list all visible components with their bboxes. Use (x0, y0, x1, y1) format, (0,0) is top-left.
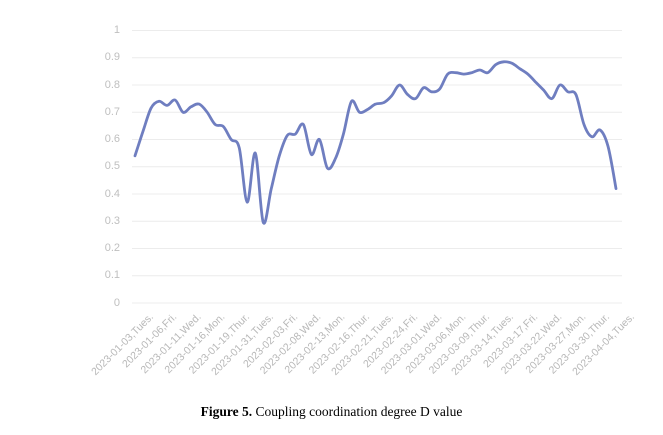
y-tick-label: 0.8 (104, 78, 120, 91)
coupling-degree-line-chart: 2023-01-03,Tues. 2023-01-06,Fri. 2023-01-1… (89, 24, 637, 378)
chart-canvas (132, 30, 622, 304)
y-tick-label: 0.1 (104, 269, 120, 282)
y-tick-label: 0 (113, 296, 120, 309)
y-tick-label: 0.4 (104, 187, 120, 200)
figure-caption-text: Coupling coordination degree D value (252, 404, 463, 419)
y-tick-label: 0.3 (104, 214, 120, 227)
y-tick-label: 1 (113, 24, 120, 36)
y-tick-label: 0.9 (104, 51, 120, 64)
y-tick-label: 0.6 (104, 133, 120, 145)
data-line-series (133, 60, 618, 225)
y-tick-label: 0.2 (104, 242, 120, 254)
figure-caption-number: Figure 5. (200, 404, 253, 419)
y-tick-label: 0.7 (104, 105, 120, 118)
figure-caption: Figure 5. Coupling coordination degree D… (0, 404, 663, 420)
y-tick-label: 0.5 (104, 160, 120, 173)
